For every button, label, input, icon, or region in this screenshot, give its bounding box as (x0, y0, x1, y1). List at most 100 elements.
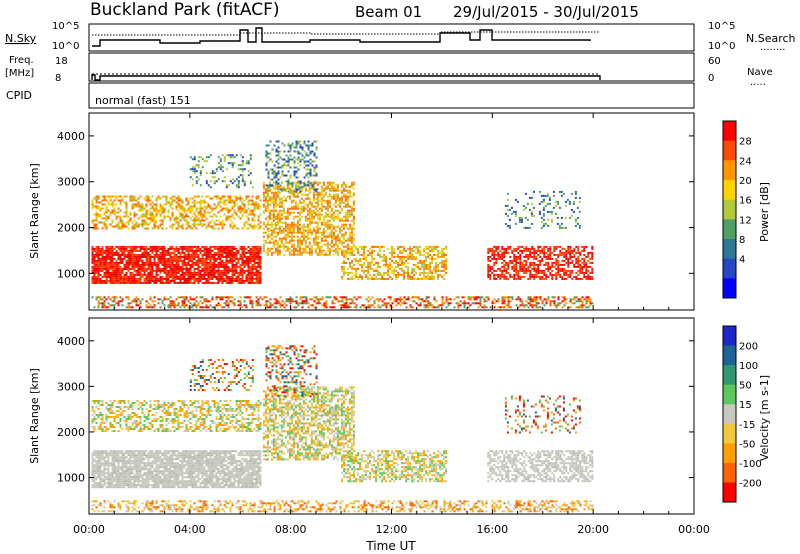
power-echo-cell (300, 235, 303, 238)
power-echo-cell (139, 300, 142, 303)
power-echo-cell (489, 277, 492, 280)
power-echo-cell (163, 296, 166, 299)
power-echo-cell (334, 241, 337, 244)
power-echo-cell (352, 201, 355, 204)
power-echo-cell (113, 275, 116, 278)
power-echo-cell (219, 275, 222, 278)
power-echo-cell (193, 273, 196, 276)
power-echo-cell (537, 263, 540, 266)
power-echo-cell (318, 231, 321, 234)
power-echo-cell (326, 185, 329, 188)
power-echo-cell (274, 191, 277, 194)
power-echo-cell (393, 267, 396, 270)
power-echo-cell (548, 210, 551, 213)
power-echo-cell (330, 181, 333, 184)
power-echo-cell (357, 267, 360, 270)
power-echo-cell (439, 251, 442, 254)
power-echo-cell (177, 257, 180, 260)
power-echo-cell (101, 267, 104, 270)
power-echo-cell (207, 261, 210, 264)
power-echo-cell (314, 201, 317, 204)
power-echo-cell (391, 277, 394, 280)
power-echo-cell (315, 172, 318, 175)
power-echo-cell (233, 205, 236, 208)
power-echo-cell (183, 253, 186, 256)
power-echo-cell (169, 203, 172, 206)
power-echo-cell (352, 243, 355, 246)
power-echo-cell (127, 215, 130, 218)
power-echo-cell (283, 150, 286, 153)
power-echo-cell (296, 249, 299, 252)
power-echo-cell (173, 275, 176, 278)
power-echo-cell (165, 227, 168, 230)
power-echo-cell (225, 265, 228, 268)
power-echo-cell (298, 237, 301, 240)
power-echo-cell (501, 275, 504, 278)
power-echo-cell (320, 221, 323, 224)
power-echo-cell (311, 186, 314, 189)
power-echo-cell (157, 265, 160, 268)
power-echo-cell (133, 197, 136, 200)
power-echo-cell (316, 193, 319, 196)
power-echo-cell (245, 255, 248, 258)
power-echo-cell (225, 302, 228, 305)
power-echo-cell (407, 271, 410, 274)
power-echo-cell (278, 251, 281, 254)
power-echo-cell (297, 186, 300, 189)
power-echo-cell (229, 279, 232, 282)
power-echo-cell (205, 259, 208, 262)
power-echo-cell (591, 253, 594, 256)
power-echo-cell (211, 249, 214, 252)
power-echo-cell (569, 257, 572, 260)
power-echo-cell (179, 281, 182, 284)
power-echo-cell (361, 269, 364, 272)
power-echo-cell (286, 231, 289, 234)
power-echo-cell (312, 229, 315, 232)
power-echo-cell (535, 275, 538, 278)
power-echo-cell (153, 257, 156, 260)
power-echo-cell (292, 229, 295, 232)
power-echo-cell (401, 261, 404, 264)
power-echo-cell (318, 235, 321, 238)
power-echo-cell (320, 245, 323, 248)
power-echo-cell (177, 205, 180, 208)
power-echo-cell (177, 249, 180, 252)
power-echo-cell (187, 253, 190, 256)
power-echo-cell (147, 199, 150, 202)
power-echo-cell (530, 222, 533, 225)
power-echo-cell (292, 231, 295, 234)
power-echo-cell (123, 255, 126, 258)
power-echo-cell (223, 213, 226, 216)
power-echo-cell (175, 273, 178, 276)
power-echo-cell (591, 245, 594, 248)
power-echo-cell (322, 249, 325, 252)
power-echo-cell (340, 243, 343, 246)
power-echo-cell (348, 227, 351, 230)
power-echo-cell (119, 225, 122, 228)
power-echo-cell (336, 189, 339, 192)
power-echo-cell (171, 271, 174, 274)
power-echo-cell (227, 267, 230, 270)
power-echo-cell (365, 245, 368, 248)
power-echo-cell (385, 265, 388, 268)
power-echo-cell (401, 259, 404, 262)
power-echo-cell (133, 300, 136, 303)
power-echo-cell (310, 205, 313, 208)
power-echo-cell (167, 247, 170, 250)
power-echo-cell (161, 247, 164, 250)
power-echo-cell (129, 263, 132, 266)
power-echo-cell (109, 281, 112, 284)
power-echo-cell (405, 265, 408, 268)
power-echo-cell (153, 249, 156, 252)
power-echo-cell (295, 150, 298, 153)
power-echo-cell (525, 249, 528, 252)
power-echo-cell (217, 279, 220, 282)
power-echo-cell (123, 215, 126, 218)
power-echo-cell (157, 255, 160, 258)
power-echo-cell (197, 211, 200, 214)
power-echo-cell (355, 257, 358, 260)
power-echo-cell (519, 257, 522, 260)
power-echo-cell (243, 247, 246, 250)
power-echo-cell (277, 150, 280, 153)
power-echo-cell (153, 227, 156, 230)
